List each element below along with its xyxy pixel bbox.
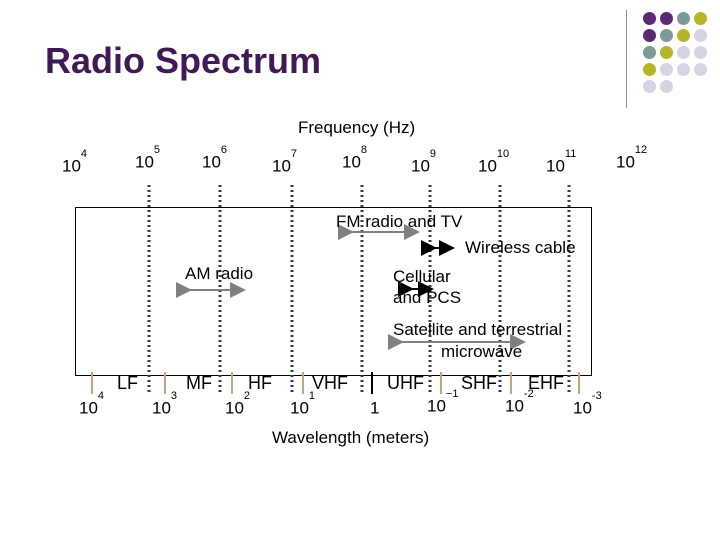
frequency-tick: 104: [62, 148, 88, 176]
frequency-tick: 107: [272, 148, 298, 176]
frequency-tick: 105: [135, 144, 161, 172]
decorative-divider: [626, 10, 627, 108]
frequency-tick: 106: [202, 144, 228, 172]
band-vhf: VHF: [312, 373, 348, 393]
wavelength-tick: 102: [225, 390, 251, 418]
band-shf: SHF: [461, 373, 497, 393]
frequency-tick: 1010: [478, 148, 510, 176]
band-uhf: UHF: [387, 373, 424, 393]
band-lf: LF: [117, 373, 139, 393]
band-mf: MF: [186, 373, 212, 393]
wavelength-tick: 103: [152, 390, 178, 418]
wavelength-tick: 104: [79, 390, 105, 418]
band-hf: HF: [248, 373, 272, 393]
wavelength-tick: 101: [290, 390, 316, 418]
band-separator: [578, 372, 580, 394]
spectrum-box: [75, 207, 592, 376]
wavelength-tick: 10-2: [505, 388, 534, 416]
band-separator: [440, 372, 442, 394]
cellular-label: Cellular: [393, 267, 451, 286]
frequency-tick: 1012: [616, 144, 648, 172]
band-separator: [231, 372, 233, 394]
band-ehf: EHF: [528, 373, 564, 393]
satellite-label: Satellite and terrestrial: [393, 320, 563, 339]
wavelength-tick: 10-3: [573, 390, 602, 418]
fm-tv-label: FM radio and TV: [336, 212, 463, 231]
frequency-tick: 1011: [546, 148, 577, 176]
band-separator: [164, 372, 166, 394]
microwave-label: microwave: [441, 342, 523, 361]
frequency-tick: 108: [342, 144, 368, 172]
band-separator: [510, 372, 512, 394]
page-title: Radio Spectrum: [45, 40, 322, 81]
am-radio-label: AM radio: [185, 264, 254, 283]
band-separator: [302, 372, 304, 394]
wavelength-axis-label: Wavelength (meters): [272, 428, 430, 447]
pcs-label: and PCS: [393, 288, 462, 307]
frequency-axis-label: Frequency (Hz): [298, 118, 416, 137]
wavelength-tick: 1: [370, 398, 380, 418]
frequency-tick: 109: [411, 148, 437, 176]
wireless-cable-label: Wireless cable: [465, 238, 576, 257]
wavelength-tick: 10−1: [427, 388, 459, 416]
band-separator: [91, 372, 93, 394]
band-separator: [371, 372, 373, 394]
